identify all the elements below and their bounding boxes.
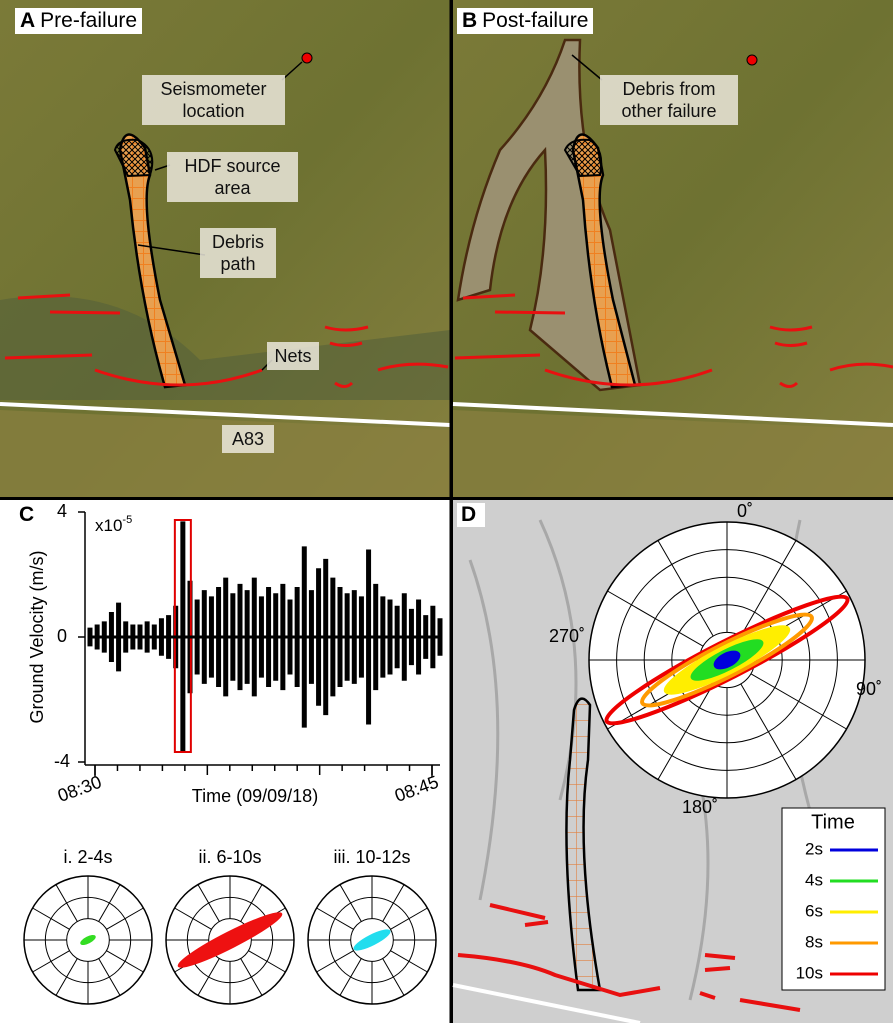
figure-graphics: x10-5 Ground Velocity (m/s) Time (09/09/… bbox=[0, 0, 893, 1023]
legend-label: 10s bbox=[796, 963, 823, 982]
legend-label: 8s bbox=[805, 932, 823, 951]
panel-title: Pre-failure bbox=[40, 9, 137, 32]
small-rose-label: i. 2-4s bbox=[63, 847, 112, 867]
legend-label: 2s bbox=[805, 839, 823, 858]
panel-letter: A bbox=[20, 9, 35, 32]
annotation: Debris path bbox=[200, 228, 276, 278]
x-axis-label: Time (09/09/18) bbox=[192, 786, 318, 806]
direction-label: 180˚ bbox=[682, 797, 718, 817]
panel-letter: C bbox=[19, 503, 34, 526]
direction-label: 90˚ bbox=[856, 679, 882, 699]
legend-label: 6s bbox=[805, 901, 823, 920]
annotation: Seismometer location bbox=[142, 75, 285, 125]
annotation: A83 bbox=[222, 425, 274, 453]
y-axis-label: Ground Velocity (m/s) bbox=[27, 550, 47, 723]
legend-title: Time bbox=[811, 811, 855, 833]
legend: Time 2s 4s 6s 8s 10s bbox=[782, 808, 885, 990]
annotation: HDF source area bbox=[167, 152, 298, 202]
panel-label: D bbox=[457, 503, 485, 527]
panel-letter: B bbox=[462, 9, 477, 32]
small-rose-label: iii. 10-12s bbox=[333, 847, 410, 867]
panel-label: C bbox=[15, 503, 43, 527]
direction-label: 270˚ bbox=[549, 626, 585, 646]
direction-label: 0˚ bbox=[737, 501, 753, 521]
legend-label: 4s bbox=[805, 870, 823, 889]
annotation: Debris from other failure bbox=[600, 75, 738, 125]
y-tick-label: -4 bbox=[54, 751, 70, 771]
figure: x10-5 Ground Velocity (m/s) Time (09/09/… bbox=[0, 0, 893, 1023]
small-rose-label: ii. 6-10s bbox=[198, 847, 261, 867]
panel-letter: D bbox=[461, 503, 476, 526]
y-tick-label: 0 bbox=[57, 626, 67, 646]
y-tick-label: 4 bbox=[57, 501, 67, 521]
panel-title: Post-failure bbox=[482, 9, 588, 32]
annotation: Nets bbox=[267, 342, 319, 370]
